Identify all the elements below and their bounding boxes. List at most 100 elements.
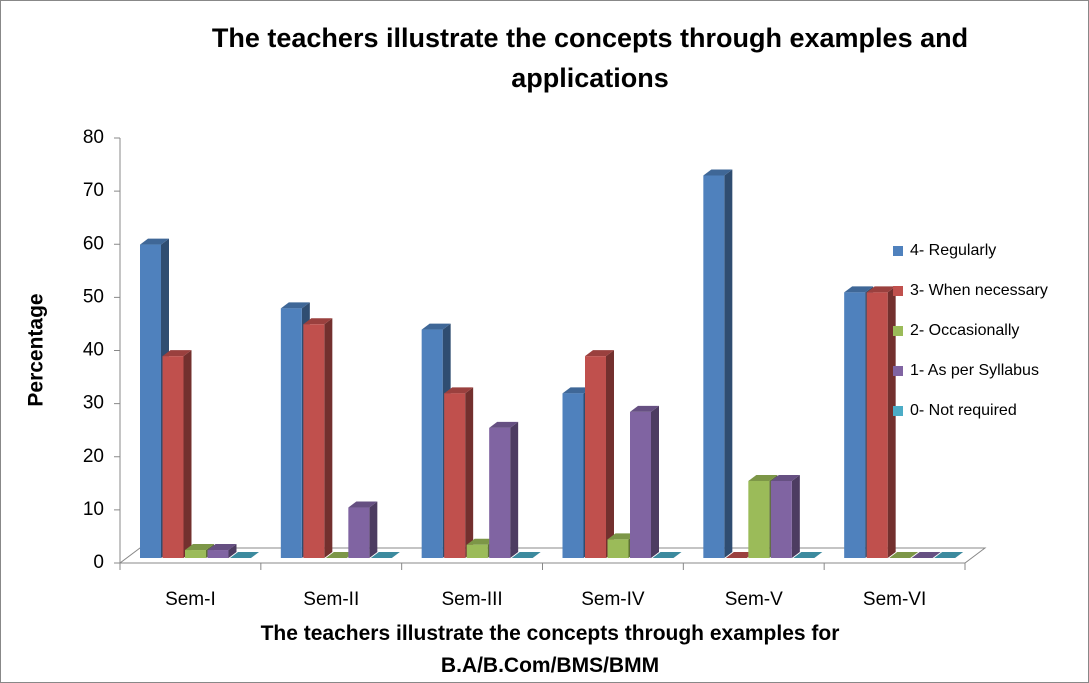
bar-top [911,552,941,558]
bar-top [325,552,355,558]
bar [370,552,400,558]
bar-top [652,552,682,558]
y-tick-label: 10 [83,499,104,520]
bar-front [630,411,651,558]
bar [230,552,259,558]
bar-top [511,552,541,558]
bar-front [703,175,725,558]
y-tick-label: 30 [83,393,104,414]
bar-top [889,552,919,558]
bar-front [489,427,511,558]
bar-top [934,552,964,558]
y-tick-label: 0 [93,552,104,573]
bar [866,286,896,558]
y-tick-label: 40 [83,340,104,361]
bar [444,387,474,558]
x-axis-label: The teachers illustrate the concepts thr… [260,622,840,677]
bar-top [562,387,592,394]
bar [725,552,755,558]
y-tick-label: 60 [83,233,104,254]
bar-top [230,552,259,558]
y-tick-label: 20 [83,446,104,467]
legend-swatch [893,286,903,296]
bar-top [630,405,659,412]
bar-top [444,387,474,394]
bar-top [793,552,823,558]
x-tick-label: Sem-II [303,589,359,610]
bar-top [370,552,400,558]
x-tick-label: Sem-IV [581,589,645,610]
bar-top [703,169,733,176]
x-tick-label: Sem-VI [863,589,926,610]
bar-side [228,544,237,558]
bar-front [770,480,792,558]
bar-front [585,356,606,558]
bar-front [303,324,325,558]
bar-side [324,318,333,558]
x-tick-label: Sem-V [725,589,783,610]
bar [207,544,237,558]
bar-top [748,474,778,481]
legend-label: 1- As per Syllabus [910,362,1039,379]
y-axis-label: Percentage [25,293,48,406]
bar-top [585,350,614,357]
bar-front [866,292,888,558]
bar [162,350,192,558]
bar-top [185,544,214,551]
bar-side [369,501,378,558]
bar-front [748,480,770,558]
bar-front [607,539,629,558]
bar-top [844,286,874,293]
bar-side [791,474,800,558]
chart-title: The teachers illustrate the concepts thr… [211,23,969,93]
bar [303,318,333,558]
bar-front [466,544,488,558]
bar-side [651,405,659,558]
bar-top [303,318,333,325]
bar [703,169,733,558]
x-tick-label: Sem-I [165,589,216,610]
bar-side [465,387,474,558]
bar-top [348,501,378,508]
bar-front [562,393,584,558]
bar-side [183,350,192,558]
bar [348,501,378,558]
legend-swatch [893,326,903,336]
bar-top [162,350,192,357]
bar-front [444,393,466,558]
bar-top [466,538,496,545]
bar-top [725,552,755,558]
bar [585,350,614,558]
bar-top [770,474,800,481]
bar-top [421,323,451,330]
bar [325,552,355,558]
legend-label: 2- Occasionally [910,322,1019,339]
bar-front [140,244,161,558]
y-tick-label: 70 [83,180,104,201]
bar [934,552,964,558]
bar-front [280,308,302,558]
bar-top [489,421,519,428]
bar-top [607,533,637,540]
bar-top [207,544,237,551]
bar-front [185,550,206,558]
bar-side [724,169,733,558]
bar [793,552,823,558]
bar-side [606,350,614,558]
bar-front [162,356,184,558]
y-tick-label: 50 [83,286,104,307]
legend-label: 4- Regularly [910,242,996,259]
bar-front [207,550,229,558]
bar [889,552,919,558]
bar [489,421,519,558]
bar-top [280,302,310,309]
bar-front [844,292,866,558]
bar-side [887,286,896,558]
y-tick-label: 80 [83,127,104,148]
x-tick-label: Sem-III [441,589,502,610]
legend-label: 3- When necessary [910,282,1048,299]
legend-label: 0- Not required [910,402,1017,419]
legend-swatch [893,246,903,256]
legend-swatch [893,366,903,376]
